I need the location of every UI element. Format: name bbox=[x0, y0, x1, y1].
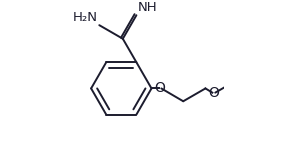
Text: NH: NH bbox=[137, 2, 157, 14]
Text: H₂N: H₂N bbox=[73, 11, 98, 24]
Text: O: O bbox=[208, 86, 219, 100]
Text: O: O bbox=[154, 81, 165, 95]
